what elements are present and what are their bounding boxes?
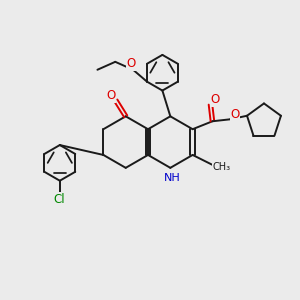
Text: O: O xyxy=(106,89,116,102)
Text: NH: NH xyxy=(164,173,181,183)
Text: O: O xyxy=(231,108,240,121)
Text: O: O xyxy=(127,57,136,70)
Text: CH₃: CH₃ xyxy=(212,162,230,172)
Text: O: O xyxy=(211,93,220,106)
Text: Cl: Cl xyxy=(53,193,64,206)
